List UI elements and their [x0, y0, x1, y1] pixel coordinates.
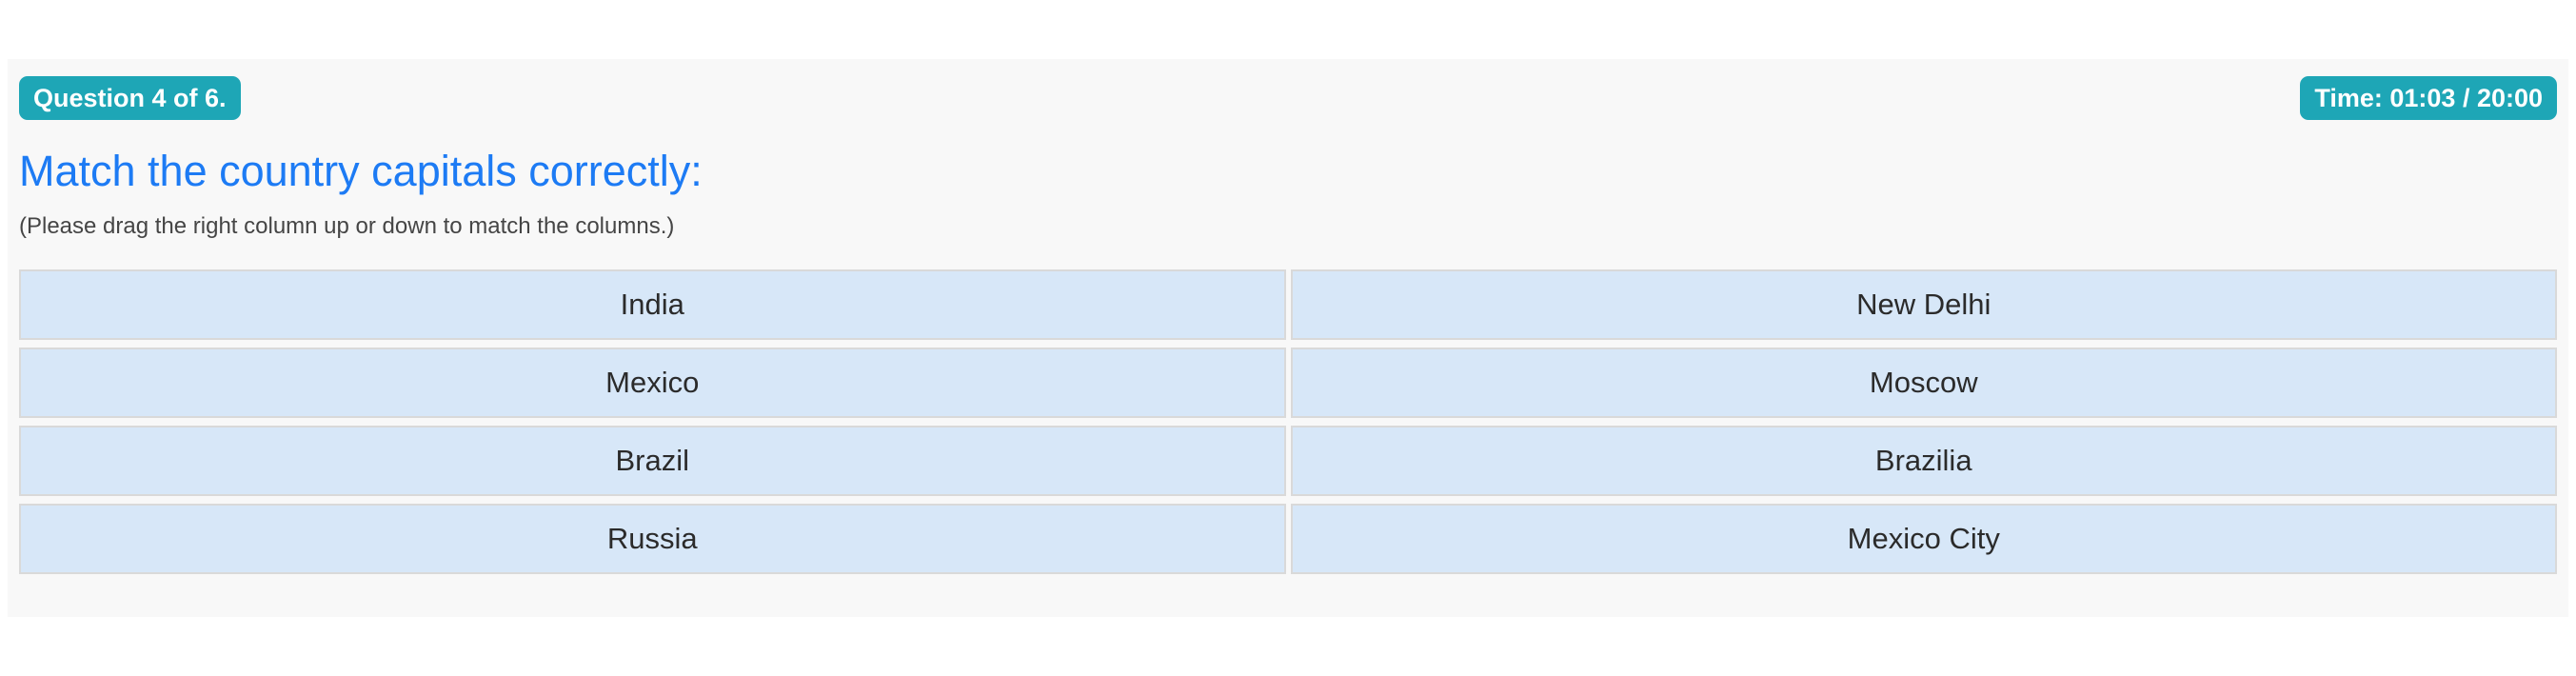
quiz-panel: Question 4 of 6. Time: 01:03 / 20:00 Mat… [8, 59, 2568, 617]
instruction-text: (Please drag the right column up or down… [19, 212, 675, 239]
capital-cell[interactable]: New Delhi [1290, 268, 2557, 340]
capital-cell[interactable]: Moscow [1290, 347, 2557, 418]
capital-cell[interactable]: Brazilia [1290, 425, 2557, 496]
match-row: Brazil Brazilia [19, 425, 2557, 496]
match-table: India New Delhi Mexico Moscow Brazil Brazilia… [19, 268, 2557, 574]
country-cell: India [19, 268, 1286, 340]
country-cell: Russia [19, 503, 1286, 574]
capital-cell[interactable]: Mexico City [1290, 503, 2557, 574]
match-row: Russia Mexico City [19, 503, 2557, 574]
match-row: Mexico Moscow [19, 347, 2557, 418]
match-row: India New Delhi [19, 268, 2557, 340]
quiz-header: Question 4 of 6. Time: 01:03 / 20:00 [19, 76, 2557, 120]
question-title: Match the country capitals correctly: [19, 147, 703, 195]
country-cell: Mexico [19, 347, 1286, 418]
question-progress-badge: Question 4 of 6. [19, 76, 241, 120]
timer-badge: Time: 01:03 / 20:00 [2300, 76, 2557, 120]
country-cell: Brazil [19, 425, 1286, 496]
